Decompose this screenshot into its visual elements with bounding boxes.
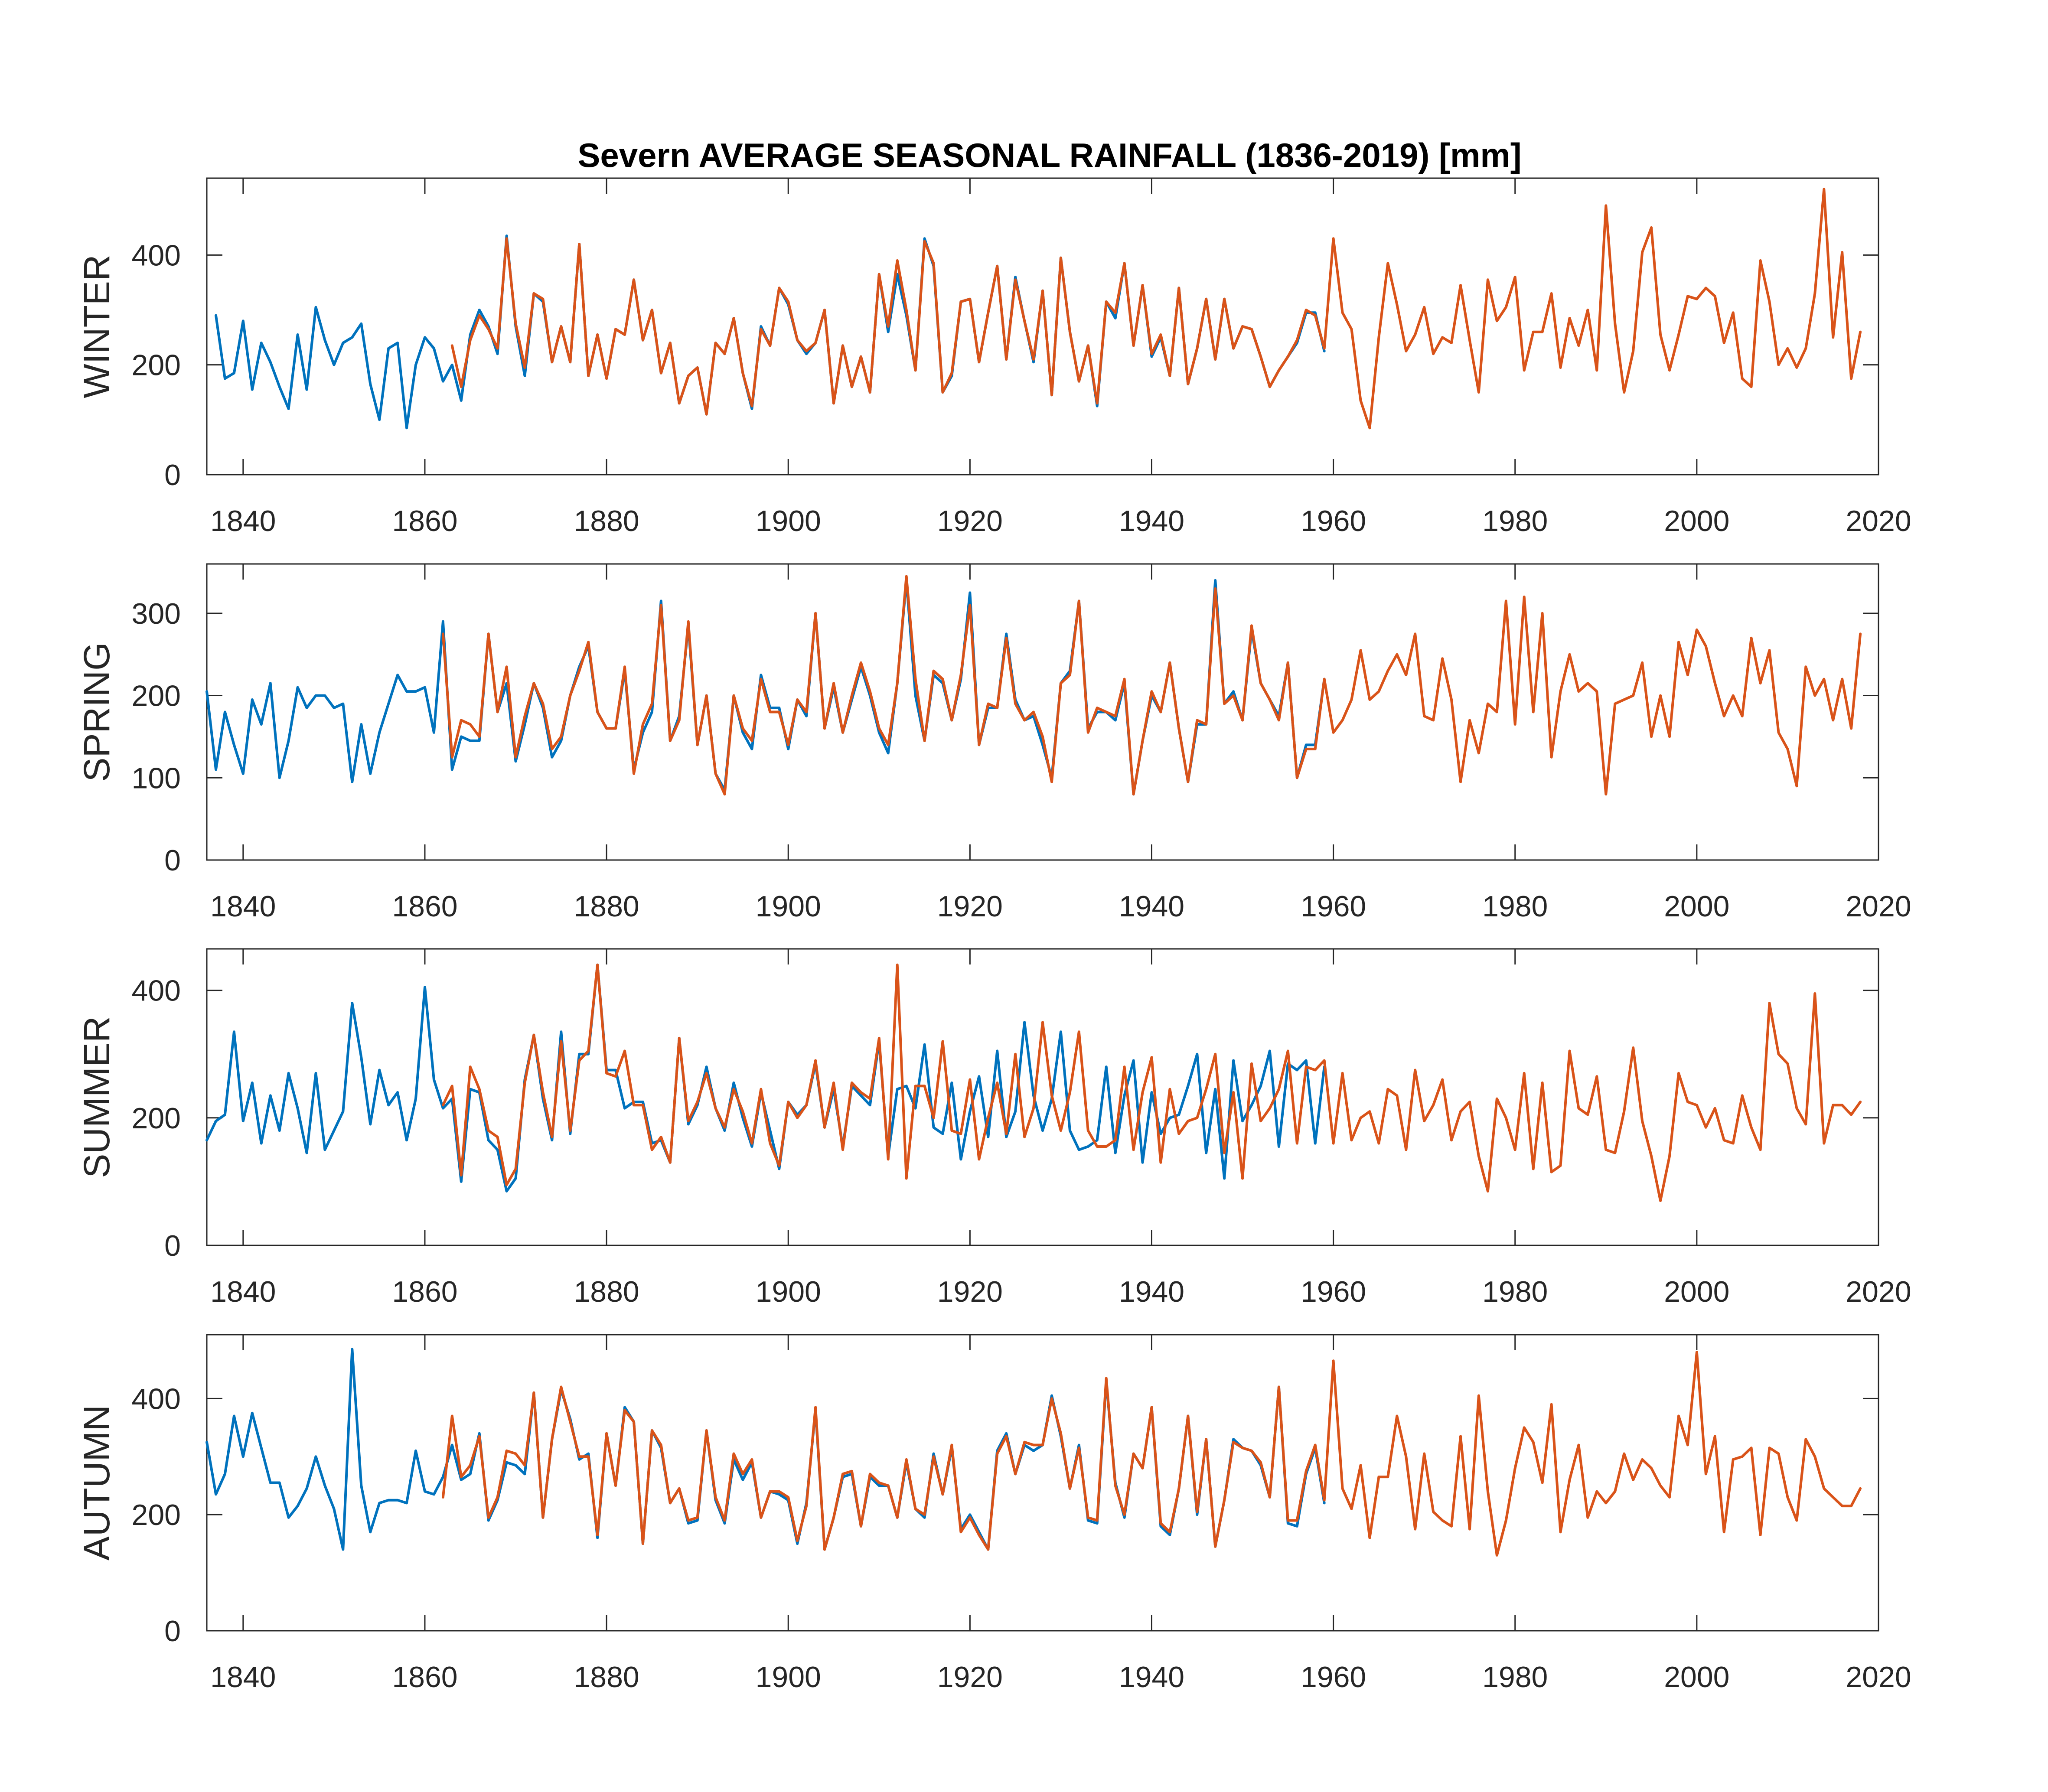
- x-tick-label: 1920: [937, 505, 1003, 538]
- axes-box: [206, 1334, 1879, 1632]
- x-tick-label: 2000: [1664, 890, 1729, 923]
- x-tick-label: 1880: [574, 1661, 639, 1694]
- y-tick-label: 300: [132, 597, 181, 630]
- axes-box: [206, 563, 1879, 861]
- x-tick-label: 1840: [210, 505, 276, 538]
- x-tick-label: 1940: [1119, 1275, 1184, 1308]
- y-tick-label: 0: [164, 844, 181, 877]
- x-tick-label: 1840: [210, 890, 276, 923]
- y-axis-label-spring: SPRING: [76, 642, 117, 782]
- x-tick-label: 1860: [392, 1661, 457, 1694]
- x-tick-label: 1920: [937, 1661, 1003, 1694]
- x-tick-label: 1860: [392, 890, 457, 923]
- x-tick-label: 2020: [1846, 505, 1911, 538]
- series-line-orange: [450, 188, 1862, 430]
- x-tick-label: 1980: [1482, 505, 1548, 538]
- panel-winter: 1840 1860 1880 1900 1920 1940 1960 1980 2000 2020…: [76, 177, 1911, 538]
- x-tick-label: 1900: [756, 1275, 821, 1308]
- y-tick-label: 200: [132, 1102, 181, 1135]
- x-tick-label: 1940: [1119, 1661, 1184, 1694]
- y-tick-label: 0: [164, 459, 181, 492]
- series-line-orange: [441, 963, 1862, 1202]
- x-tick-label: 1860: [392, 505, 457, 538]
- x-tick-label: 1840: [210, 1661, 276, 1694]
- chart-title: Severn AVERAGE SEASONAL RAINFALL (1836-2…: [577, 136, 1521, 174]
- series-line-blue: [215, 235, 1326, 430]
- panel-autumn: 1840 1860 1880 1900 1920 1940 1960 1980 2000 2020…: [76, 1334, 1911, 1694]
- y-tick-label: 200: [132, 1499, 181, 1531]
- x-tick-label: 1900: [756, 890, 821, 923]
- series-line-blue: [205, 1348, 1326, 1551]
- series-line-blue: [205, 579, 1326, 796]
- x-tick-label: 1960: [1301, 1661, 1366, 1694]
- x-tick-label: 2020: [1846, 890, 1911, 923]
- x-tick-label: 1980: [1482, 1275, 1548, 1308]
- x-tick-label: 1920: [937, 890, 1003, 923]
- x-tick-label: 2000: [1664, 505, 1729, 538]
- y-axis-label-winter: WINTER: [76, 254, 117, 398]
- y-tick-label: 100: [132, 762, 181, 795]
- x-tick-label: 1940: [1119, 505, 1184, 538]
- y-axis-label-autumn: AUTUMN: [76, 1405, 117, 1561]
- x-tick-label: 1960: [1301, 890, 1366, 923]
- y-tick-label: 200: [132, 680, 181, 713]
- series-line-blue: [205, 963, 1326, 1192]
- x-tick-label: 1920: [937, 1275, 1003, 1308]
- y-tick-label: 200: [132, 349, 181, 382]
- x-tick-label: 1900: [756, 1661, 821, 1694]
- axes-box: [206, 948, 1879, 1246]
- x-tick-label: 1980: [1482, 1661, 1548, 1694]
- y-tick-label: 400: [132, 239, 181, 272]
- y-tick-label: 0: [164, 1229, 181, 1262]
- series-line-orange: [441, 575, 1862, 796]
- x-tick-label: 1880: [574, 890, 639, 923]
- x-tick-label: 1860: [392, 1275, 457, 1308]
- x-tick-label: 2020: [1846, 1661, 1911, 1694]
- x-tick-label: 2000: [1664, 1661, 1729, 1694]
- panels-group: 1840 1860 1880 1900 1920 1940 1960 1980 2000 2020…: [76, 177, 1911, 1694]
- panel-summer: 1840 1860 1880 1900 1920 1940 1960 1980 2000 2020…: [76, 948, 1911, 1308]
- y-axis-label-summer: SUMMER: [76, 1016, 117, 1178]
- y-tick-label: 400: [132, 1382, 181, 1415]
- x-tick-label: 1940: [1119, 890, 1184, 923]
- x-tick-label: 1900: [756, 505, 821, 538]
- y-tick-label: 400: [132, 974, 181, 1007]
- x-tick-label: 1840: [210, 1275, 276, 1308]
- panel-spring: 1840 1860 1880 1900 1920 1940 1960 1980 2000 2020…: [76, 563, 1911, 923]
- axes-box: [206, 177, 1879, 476]
- x-tick-label: 1880: [574, 505, 639, 538]
- y-tick-label: 0: [164, 1615, 181, 1648]
- x-tick-label: 1880: [574, 1275, 639, 1308]
- x-tick-label: 2020: [1846, 1275, 1911, 1308]
- x-tick-label: 1960: [1301, 1275, 1366, 1308]
- series-line-orange: [441, 1351, 1862, 1557]
- x-tick-label: 2000: [1664, 1275, 1729, 1308]
- x-tick-label: 1960: [1301, 505, 1366, 538]
- x-tick-label: 1980: [1482, 890, 1548, 923]
